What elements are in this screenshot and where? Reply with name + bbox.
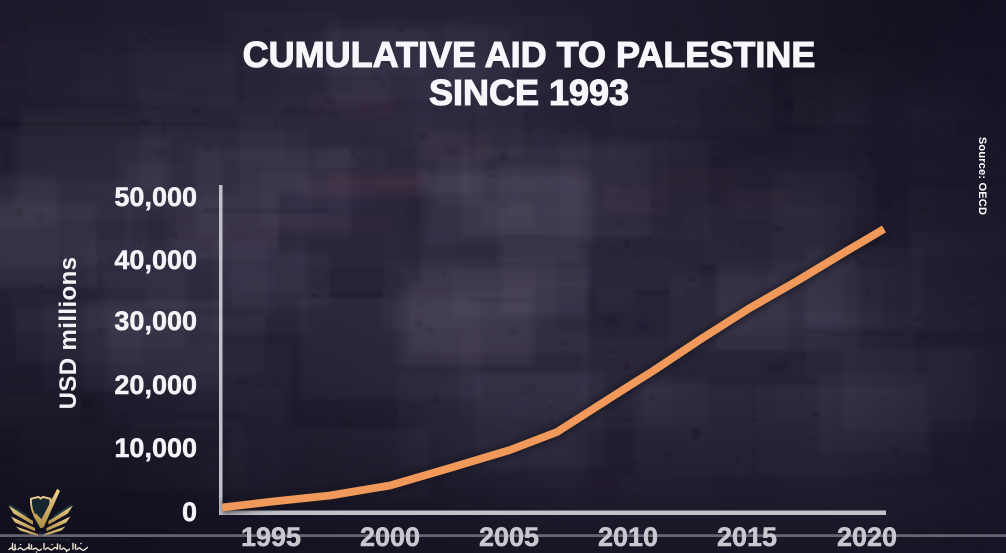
svg-text:ARAB DEFENSE FORUM: ARAB DEFENSE FORUM <box>14 537 70 542</box>
svg-text:DA: DA <box>39 532 46 537</box>
